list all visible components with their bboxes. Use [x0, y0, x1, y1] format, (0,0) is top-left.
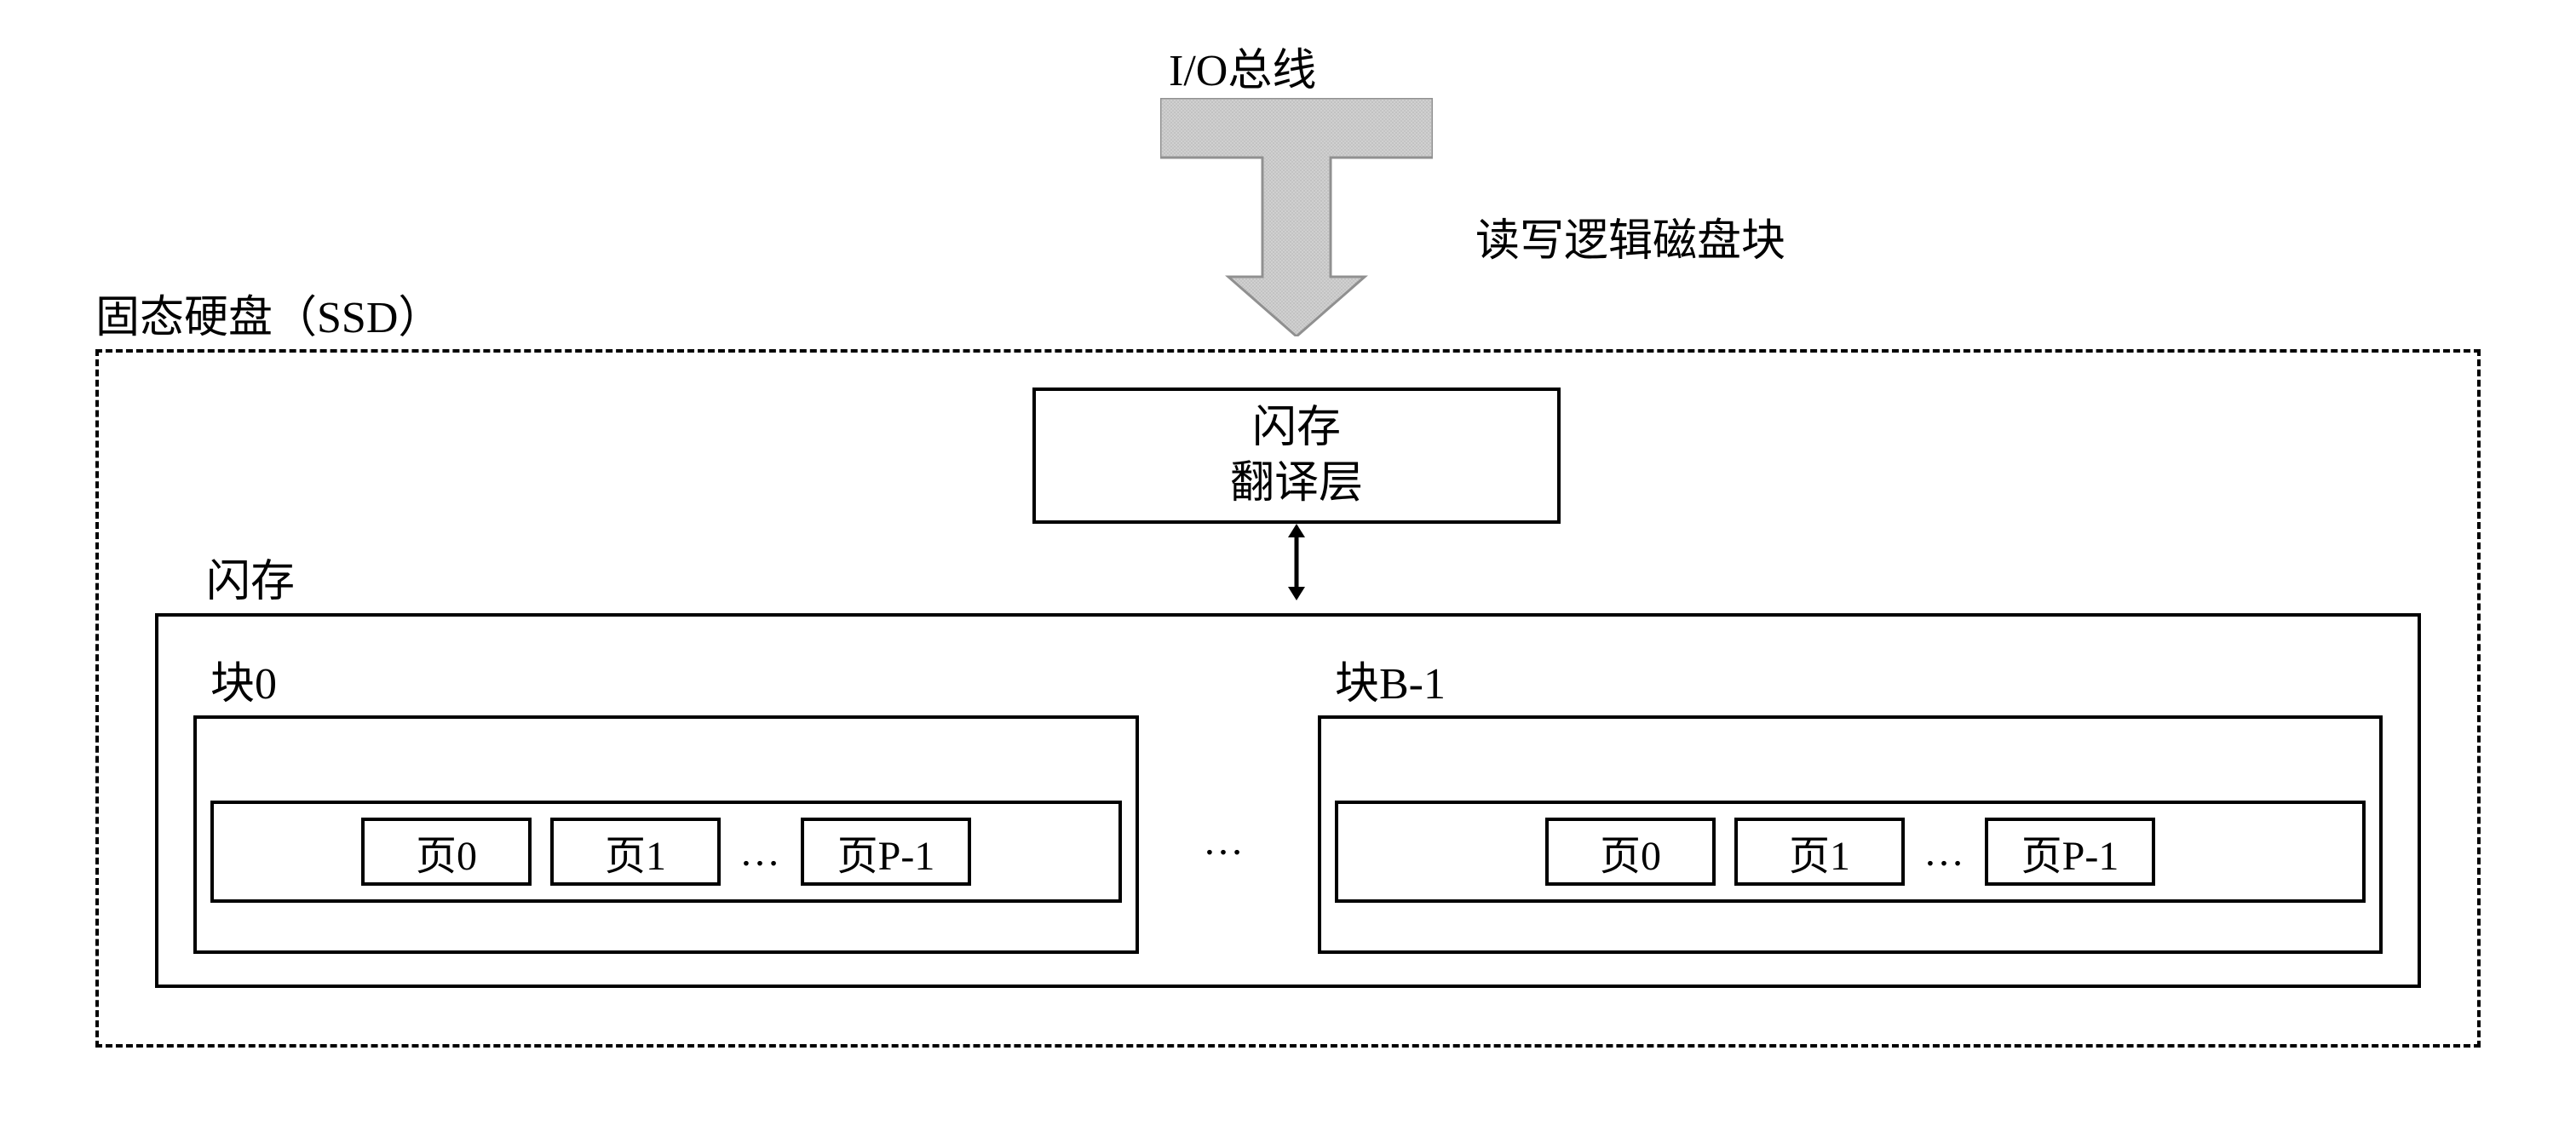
blockB1-label: 块B-1 — [1335, 647, 1446, 711]
flash-translation-layer-box: 闪存 翻译层 — [1032, 388, 1561, 524]
ellipsis-icon: … — [739, 829, 782, 876]
page-box: 页1 — [550, 818, 721, 886]
double-arrow-icon — [1286, 524, 1307, 600]
io-bus-label: I/O总线 — [1169, 34, 1316, 98]
page-box: 页1 — [1734, 818, 1905, 886]
page-box: 页P-1 — [801, 818, 971, 886]
page-box: 页0 — [1545, 818, 1716, 886]
ssd-diagram: I/O总线 读写逻辑磁盘块 固态硬盘（SSD） 闪存 翻译层 闪存 块0 — [95, 34, 2481, 1056]
rw-logical-blocks-label: 读写逻辑磁盘块 — [1475, 204, 1785, 268]
ssd-label: 固态硬盘（SSD） — [95, 281, 442, 345]
ftl-text: 闪存 翻译层 — [1230, 400, 1363, 511]
flash-label: 闪存 — [206, 545, 295, 609]
page-box: 页0 — [361, 818, 532, 886]
between-blocks-ellipsis-icon: … — [1203, 818, 1245, 864]
ellipsis-icon: … — [1923, 829, 1966, 876]
page-box: 页P-1 — [1985, 818, 2155, 886]
io-bus-arrow-icon — [1160, 98, 1433, 336]
block0-label: 块0 — [210, 647, 277, 711]
block0-pages-row: 页0 页1 … 页P-1 — [210, 801, 1122, 903]
blockB1-pages-row: 页0 页1 … 页P-1 — [1335, 801, 2366, 903]
